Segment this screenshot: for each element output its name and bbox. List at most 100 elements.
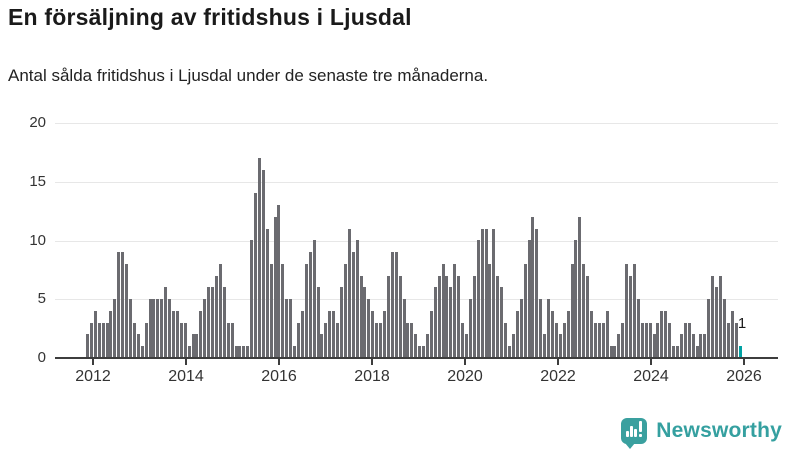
bar (207, 287, 211, 358)
gridline-y-20 (55, 123, 778, 124)
bar (343, 264, 347, 358)
bar (726, 323, 730, 358)
bar (550, 311, 554, 358)
bar (722, 299, 726, 358)
bar (625, 264, 629, 358)
bar (519, 299, 523, 358)
bar (465, 334, 469, 358)
bar (183, 323, 187, 358)
bar (179, 323, 183, 358)
bar (433, 287, 437, 358)
bar (636, 299, 640, 358)
bar (347, 229, 351, 358)
bar (707, 299, 711, 358)
bar (668, 323, 672, 358)
bar (125, 264, 129, 358)
bar (351, 252, 355, 358)
bar (621, 323, 625, 358)
bar (445, 276, 449, 358)
bar (113, 299, 117, 358)
bar (363, 287, 367, 358)
bar (316, 287, 320, 358)
bar (660, 311, 664, 358)
bar (683, 323, 687, 358)
bar (328, 311, 332, 358)
bar (457, 276, 461, 358)
bar (640, 323, 644, 358)
bar (355, 240, 359, 358)
chart-subtitle: Antal sålda fritidshus i Ljusdal under d… (8, 66, 489, 85)
bar (531, 217, 535, 358)
bar (324, 323, 328, 358)
bar (590, 311, 594, 358)
bar (414, 334, 418, 358)
bar (511, 334, 515, 358)
bar (601, 323, 605, 358)
bar (539, 299, 543, 358)
x-axis-tick (278, 359, 280, 365)
bar (218, 264, 222, 358)
bar (101, 323, 105, 358)
bar (269, 264, 273, 358)
bar (172, 311, 176, 358)
bar (652, 334, 656, 358)
page-title: En försäljning av fritidshus i Ljusdal (8, 4, 412, 30)
bar (168, 299, 172, 358)
bar (730, 311, 734, 358)
x-axis-year-label: 2026 (726, 368, 762, 385)
newsworthy-logo: Newsworthy (621, 416, 782, 449)
bar (332, 311, 336, 358)
bar (164, 287, 168, 358)
bar (453, 264, 457, 358)
bar (570, 264, 574, 358)
bar (515, 311, 519, 358)
bar-latest-highlighted (738, 346, 742, 358)
bar (371, 311, 375, 358)
bar (535, 229, 539, 358)
bar (605, 311, 609, 358)
bar (199, 311, 203, 358)
bar (734, 323, 738, 358)
bar (246, 346, 250, 358)
bar (496, 276, 500, 358)
bar (613, 346, 617, 358)
bar (437, 276, 441, 358)
bar (691, 334, 695, 358)
bar (562, 323, 566, 358)
bar (136, 334, 140, 358)
bar (695, 346, 699, 358)
bar (402, 299, 406, 358)
bar (140, 346, 144, 358)
bar (554, 323, 558, 358)
bar (398, 276, 402, 358)
bar (109, 311, 113, 358)
bar (211, 287, 215, 358)
bar (597, 323, 601, 358)
bar (672, 346, 676, 358)
bar (340, 287, 344, 358)
bar (312, 240, 316, 358)
x-axis-tick (743, 359, 745, 365)
x-axis-year-label: 2018 (354, 368, 390, 385)
bar (97, 323, 101, 358)
gridline-y-10 (55, 241, 778, 242)
gridline-y-5 (55, 299, 778, 300)
bar (566, 311, 570, 358)
bar (390, 252, 394, 358)
bar (476, 240, 480, 358)
bar (265, 229, 269, 358)
bar (300, 311, 304, 358)
bar (152, 299, 156, 358)
bar (359, 276, 363, 358)
bar (558, 334, 562, 358)
gridline-y-15 (55, 182, 778, 183)
bar (293, 346, 297, 358)
bar (242, 346, 246, 358)
bar (394, 252, 398, 358)
bar (304, 264, 308, 358)
bar (500, 287, 504, 358)
bar (117, 252, 121, 358)
bar (656, 323, 660, 358)
bar (121, 252, 125, 358)
